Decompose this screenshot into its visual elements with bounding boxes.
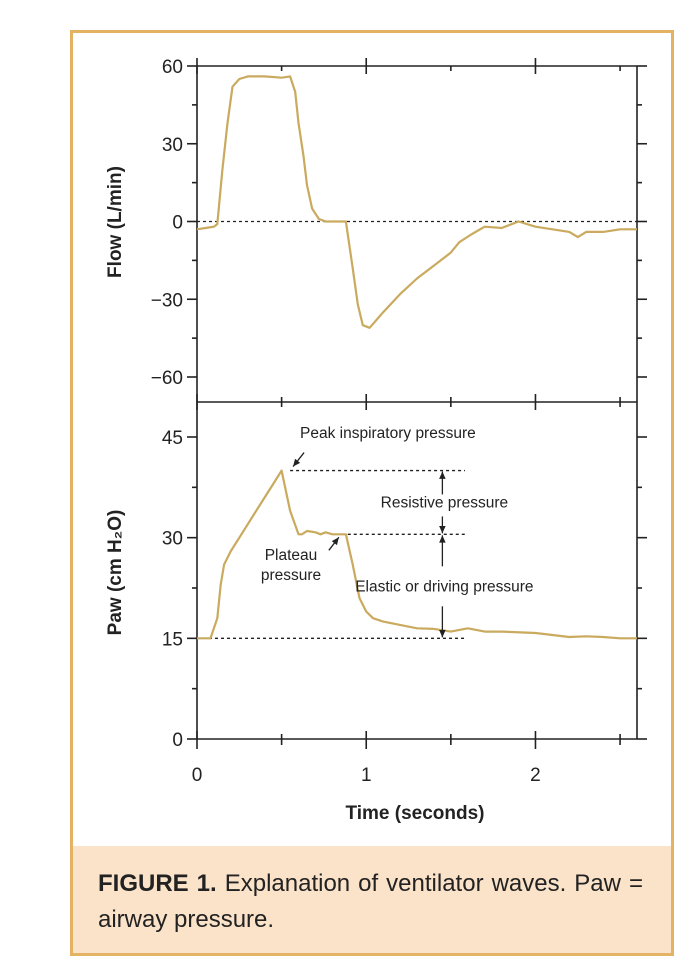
dimension-arrow-head [439, 471, 446, 479]
y-tick-label: 0 [172, 730, 183, 751]
series-line [196, 75, 637, 329]
x-tick-label: 1 [361, 765, 372, 786]
y-tick-label: 0 [172, 213, 183, 234]
dimension-arrow-head [439, 630, 446, 638]
dimension-arrow-head [439, 535, 446, 543]
x-axis-title: Time (seconds) [345, 803, 484, 824]
series-line [197, 469, 637, 640]
caption-box [73, 846, 671, 953]
annotation-arrow-head [331, 537, 339, 546]
caption-label: FIGURE 1. [98, 870, 217, 897]
x-tick-label: 0 [192, 765, 203, 786]
caption-text: Explanation of ventilator waves. Paw = a… [98, 870, 643, 933]
x-tick-label: 2 [530, 765, 541, 786]
y-tick-label: −30 [151, 290, 183, 311]
annotation-arrow-head [293, 458, 301, 467]
y-tick-label: 60 [162, 57, 183, 78]
y-tick-label: −60 [151, 368, 183, 389]
y-tick-label: 30 [162, 135, 183, 156]
dimension-arrow-head [439, 526, 446, 534]
y-tick-label: 15 [162, 629, 183, 650]
y-axis-title: Paw (cm H₂O) [105, 510, 126, 636]
y-axis-title: Flow (L/min) [105, 166, 126, 278]
annotation-label: pressure [261, 567, 321, 584]
y-tick-label: 45 [162, 428, 183, 449]
annotation-label: Peak inspiratory pressure [300, 425, 476, 442]
annotation-label: Resistive pressure [381, 494, 509, 511]
figure-caption: FIGURE 1. Explanation of ventilator wave… [98, 866, 643, 938]
annotation-label: Plateau [265, 547, 318, 564]
y-tick-label: 30 [162, 529, 183, 550]
figure-frame [70, 30, 674, 956]
annotation-label: Elastic or driving pressure [355, 578, 533, 595]
